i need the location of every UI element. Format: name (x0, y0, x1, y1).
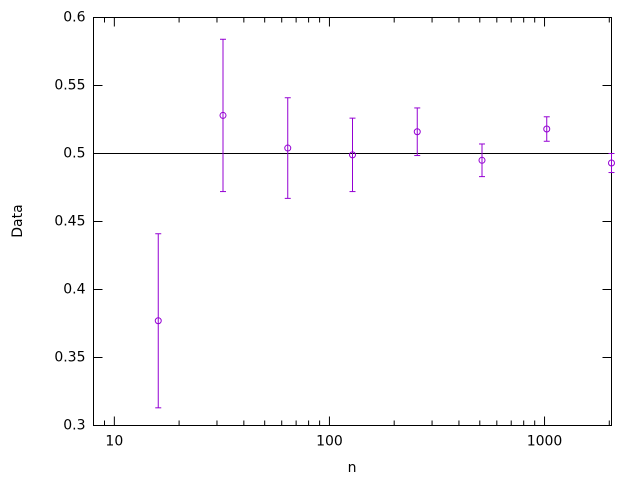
x-tick-label: 10 (105, 434, 123, 450)
point (413, 128, 421, 136)
error-bar (479, 143, 485, 178)
y-tick-label: 0.6 (63, 10, 85, 26)
error-bar (284, 97, 291, 199)
x-tick-label: 1000 (527, 434, 563, 450)
point (543, 125, 551, 133)
y-tick-label: 0.4 (63, 282, 85, 298)
error-bar (414, 107, 421, 157)
error-bar (220, 38, 226, 193)
y-tick-label: 0.3 (63, 418, 85, 434)
plot-frame (93, 17, 612, 426)
y-tick-label: 0.45 (54, 214, 85, 230)
error-bar (155, 233, 162, 409)
x-tick-label: 100 (316, 434, 343, 450)
error-bar (349, 117, 356, 193)
y-tick-label: 0.55 (54, 78, 85, 94)
point (478, 156, 486, 164)
error-bar (608, 153, 615, 174)
error-bar (543, 116, 550, 142)
point (284, 144, 292, 152)
point (608, 159, 615, 167)
y-tick-label: 0.5 (63, 146, 85, 162)
point (219, 111, 227, 119)
point (349, 151, 356, 159)
point (154, 317, 162, 325)
x-axis-label: n (348, 460, 357, 476)
y-tick-label: 0.35 (54, 350, 85, 366)
y-axis-label: Data (10, 204, 26, 237)
